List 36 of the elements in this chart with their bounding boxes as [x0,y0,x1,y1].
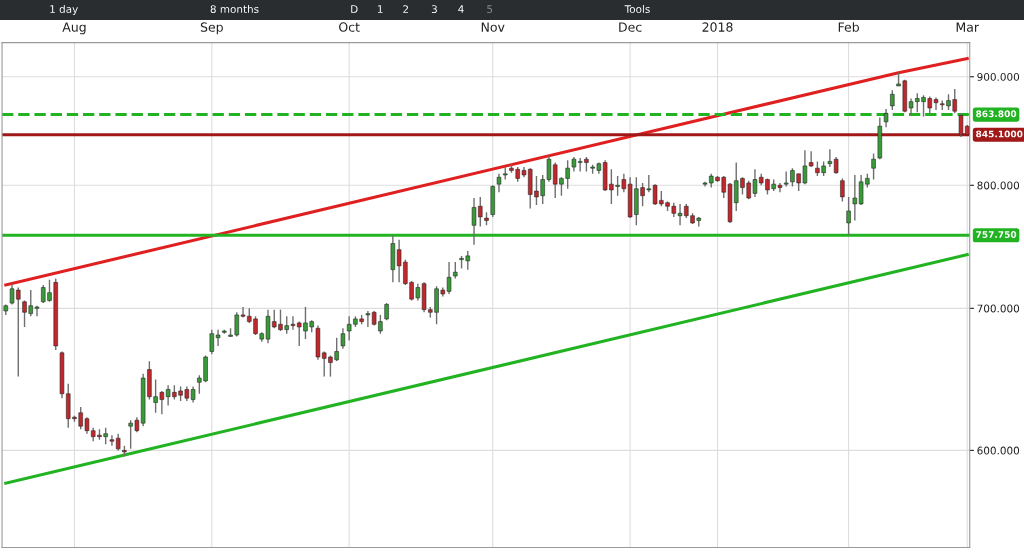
x-tick-label: Sep [200,22,223,35]
candlestick [890,89,895,111]
ref-line-label: 757.750 [976,231,1017,238]
candlestick [496,173,502,193]
candlestick [883,108,889,128]
text: 1 [377,5,383,13]
text: 8 months [210,4,259,14]
x-tick-label: Nov [481,22,505,32]
x-tick-label: Dec [619,22,642,32]
candlestick [808,150,814,168]
y-tick-label: 700.000 [977,304,1020,313]
candlestick [840,177,845,203]
candlestick [340,327,346,350]
text: Tools [624,4,650,14]
x-tick-label: Oct [339,22,360,32]
candlestick [827,148,833,168]
text: 5 [487,5,493,14]
text: 1 day [50,4,78,16]
y-tick-label: 600.000 [977,446,1020,455]
text: 3 [431,5,437,14]
x-tick-label: 2018 [702,22,733,32]
ref-line-label: 863.800 [976,110,1017,118]
x-tick-label: Feb [838,22,859,32]
y-tick-label: 900.000 [977,72,1020,81]
candlestick [871,152,876,181]
text: D [351,5,358,13]
candlestick [783,170,789,188]
text: 4 [458,5,464,13]
candlestick [846,196,851,236]
candlestick [852,174,858,222]
y-tick-label: 800.000 [977,181,1020,190]
x-tick-label: Aug [62,22,86,35]
ref-line-label: 845.1000 [976,130,1023,138]
text: 2 [403,5,409,13]
candlestick [365,310,371,328]
x-tick-label: Mar [956,22,980,32]
